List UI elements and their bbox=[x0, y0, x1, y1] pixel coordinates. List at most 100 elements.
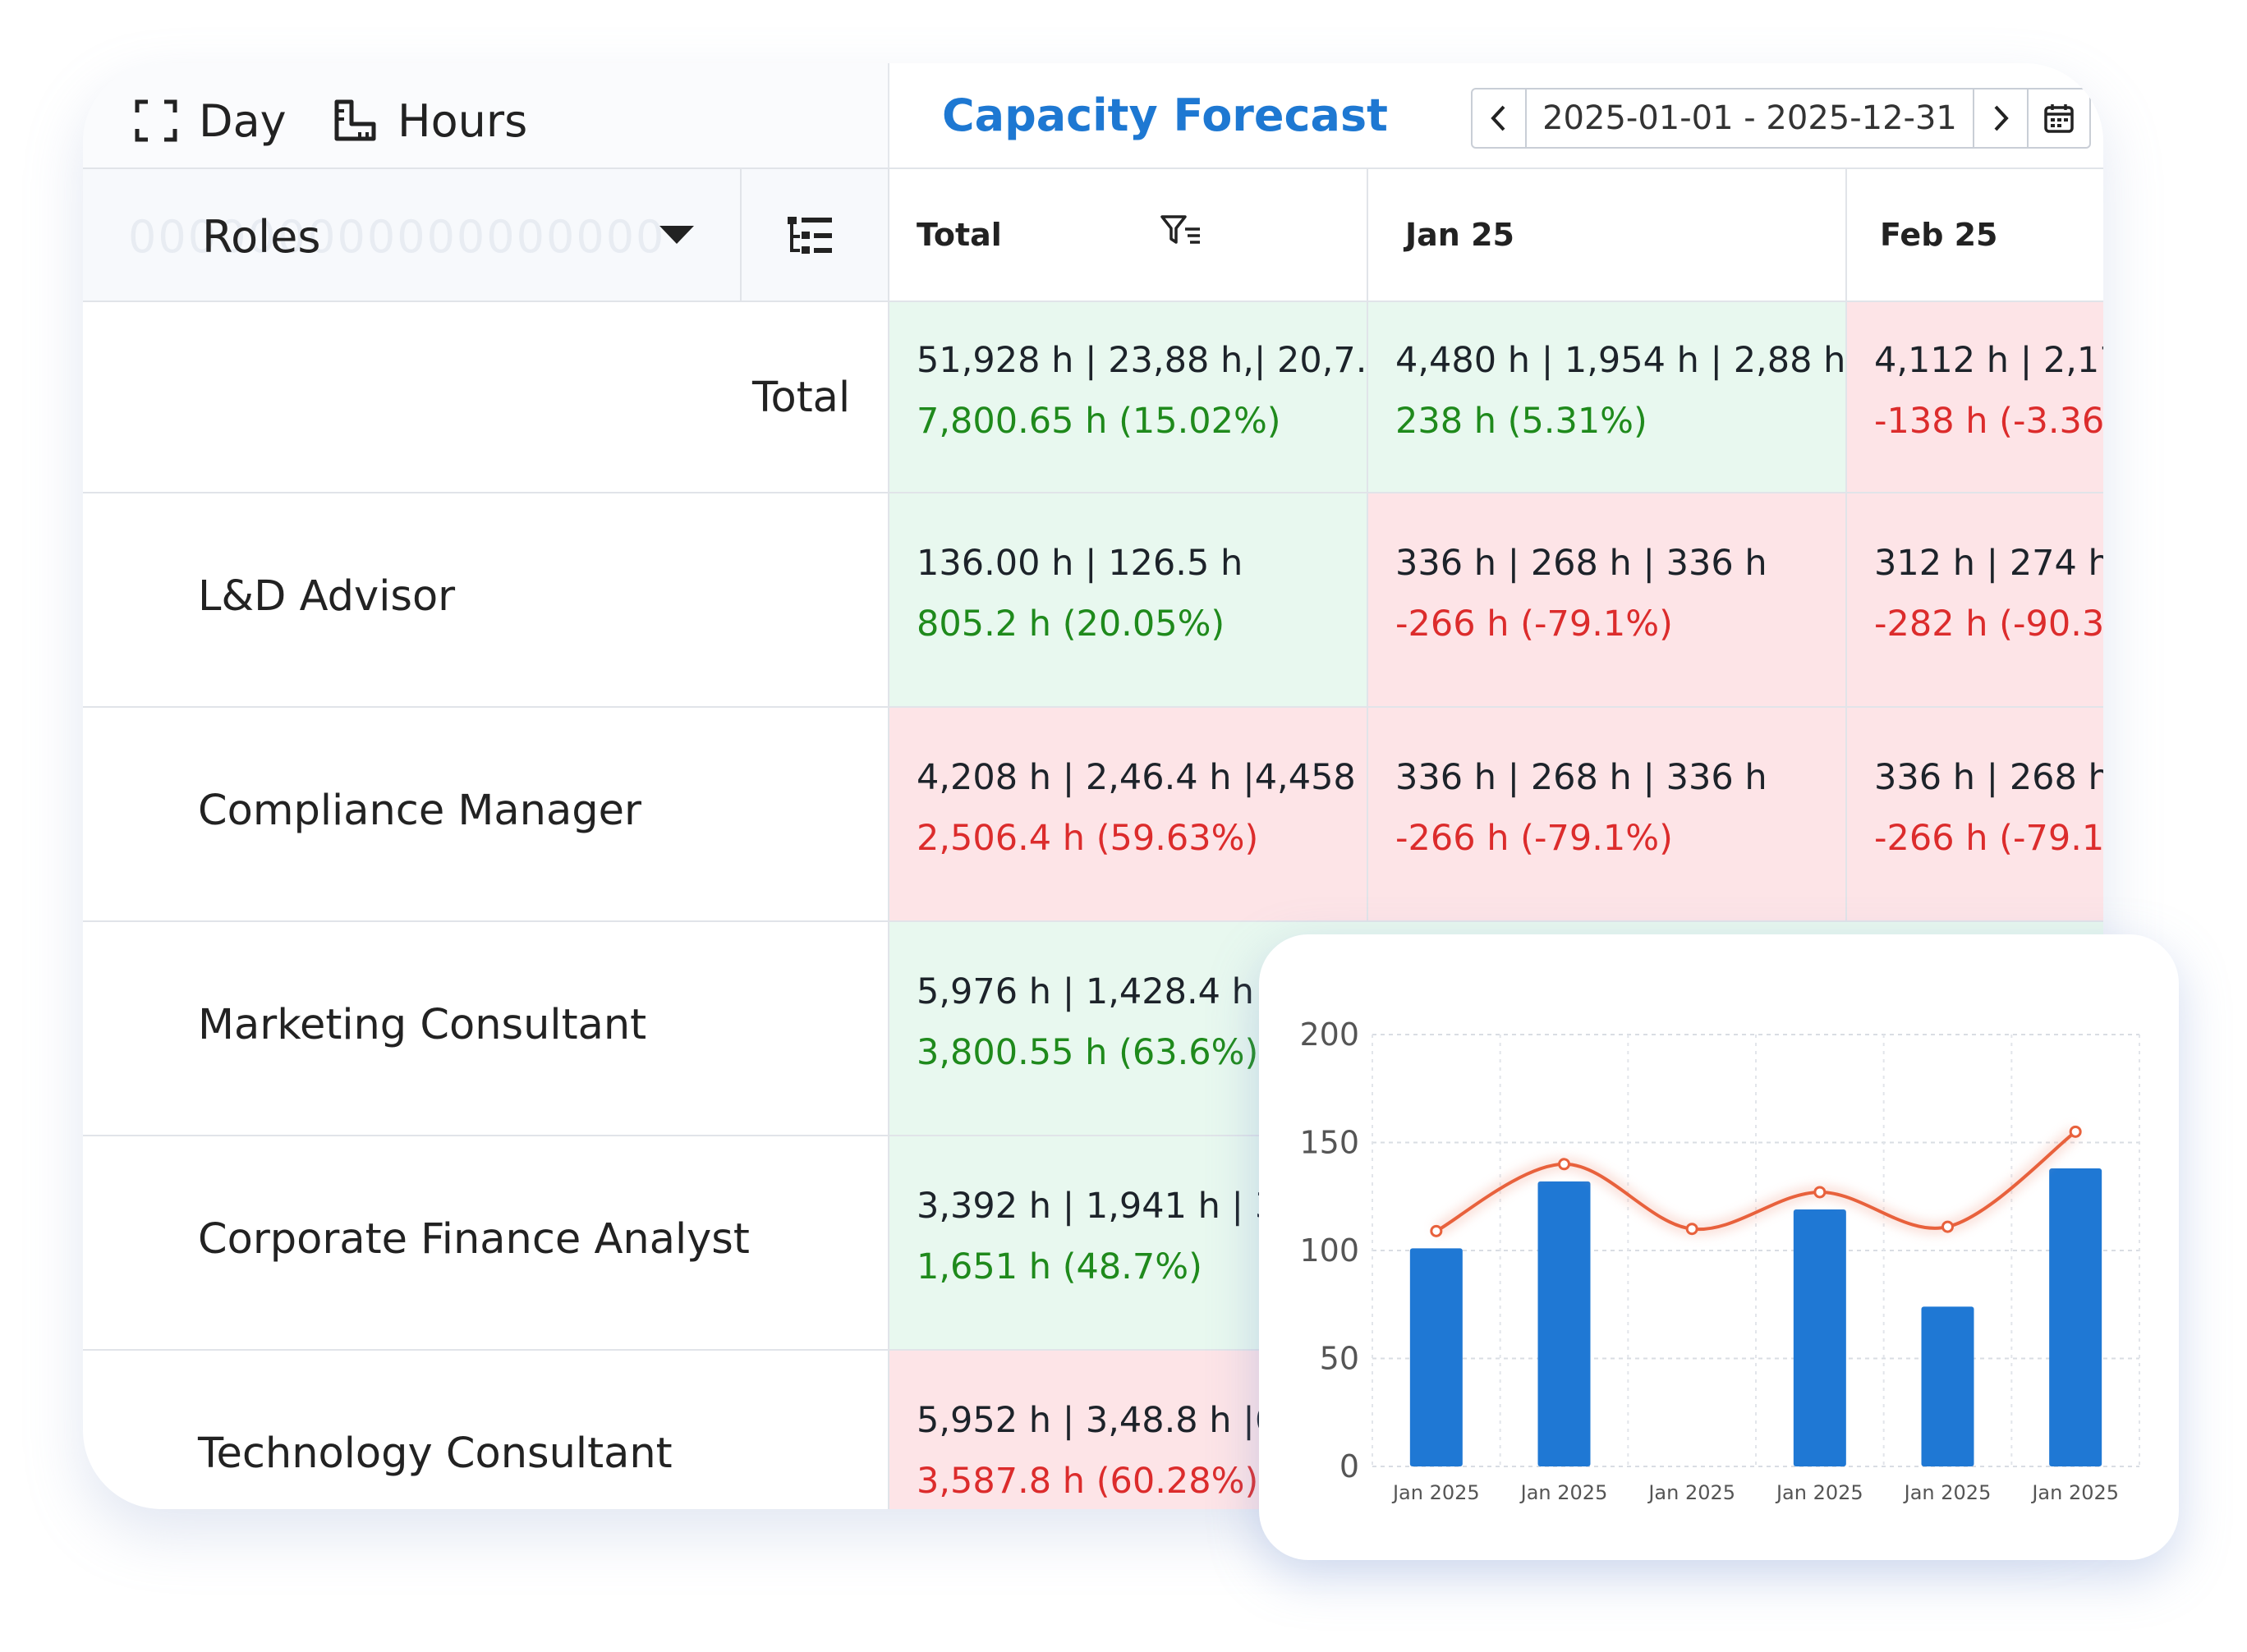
cell-variance: -266 h (-79.1%) bbox=[1395, 603, 1673, 645]
line-point bbox=[1813, 1186, 1827, 1199]
calendar-button[interactable] bbox=[2027, 89, 2089, 147]
row-label: Marketing Consultant bbox=[198, 1001, 647, 1049]
x-tick-label: Jan 2025 bbox=[1775, 1481, 1863, 1504]
column-header-total: Total bbox=[889, 169, 1367, 301]
column-divider bbox=[1845, 168, 1847, 920]
expand-icon bbox=[135, 99, 177, 142]
y-tick-label: 200 bbox=[1299, 1016, 1359, 1053]
cell-values: 4,480 h | 1,954 h | 2,88 h bbox=[1395, 340, 1846, 381]
x-tick-label: Jan 2025 bbox=[2030, 1481, 2119, 1504]
capacity-forecast-panel: Day Hours Capacity Forecast 2025-01-01 -… bbox=[83, 63, 2103, 1509]
column-divider bbox=[1367, 168, 1368, 920]
capacity-chart: 0 50 100 150 200 Jan 2025 Jan 2025 Jan 2025 Jan … bbox=[1299, 1016, 2140, 1504]
cell-values: 51,928 h | 23,88 h,| 20,7.6 h bbox=[917, 340, 1423, 381]
page-title: Capacity Forecast bbox=[942, 89, 1388, 141]
cell-variance: -282 h (-90.3% bbox=[1874, 603, 2103, 645]
row-divider bbox=[83, 1349, 2103, 1351]
caret-down-icon bbox=[659, 226, 694, 244]
row-label: Technology Consultant bbox=[198, 1429, 673, 1478]
date-range-picker[interactable]: 2025-01-01 - 2025-12-31 bbox=[1471, 88, 2091, 149]
cell-variance: -266 h (-79.1%) bbox=[1395, 818, 1673, 859]
cell-values: 5,952 h | 3,48.8 h |6,2 bbox=[917, 1400, 1312, 1441]
row-divider bbox=[83, 492, 2103, 493]
roles-dropdown-caret[interactable] bbox=[658, 223, 696, 250]
column-filter-button[interactable] bbox=[1160, 214, 1202, 250]
grid-cell[interactable]: 336 h | 268 h | 336 h -266 h (-79.1%) bbox=[1368, 493, 1846, 706]
x-tick-label: Jan 2025 bbox=[1903, 1481, 1992, 1504]
grid-cell[interactable]: 4,480 h | 1,954 h | 2,88 h 238 h (5.31%) bbox=[1368, 302, 1846, 492]
cell-values: 336 h | 268 h | 336 h bbox=[1395, 543, 1767, 584]
cell-values: 136.00 h | 126.5 h bbox=[917, 543, 1243, 584]
cell-variance: 7,800.65 h (15.02%) bbox=[917, 401, 1281, 442]
column-header-jan: Jan 25 bbox=[1368, 169, 1846, 301]
chevron-left-icon bbox=[1491, 105, 1505, 131]
tree-view-button[interactable] bbox=[785, 213, 834, 261]
tree-list-icon bbox=[788, 217, 832, 254]
y-tick-label: 50 bbox=[1320, 1341, 1359, 1377]
hours-toggle-button[interactable]: Hours bbox=[333, 86, 527, 155]
grid-cell[interactable]: 336 h | 268 h | -266 h (-79.1% bbox=[1847, 708, 2103, 920]
line-series bbox=[1435, 1130, 2077, 1233]
next-period-button[interactable] bbox=[1973, 89, 2027, 147]
roles-column-divider bbox=[888, 168, 889, 1509]
cell-values: 336 h | 268 h | bbox=[1874, 757, 2103, 798]
header-divider bbox=[83, 167, 2103, 169]
x-tick-label: Jan 2025 bbox=[1391, 1481, 1480, 1504]
calendar-icon bbox=[2044, 104, 2074, 133]
previous-period-button[interactable] bbox=[1473, 89, 1527, 147]
line-series-glow bbox=[1433, 1127, 2079, 1237]
view-toolbar bbox=[83, 63, 888, 168]
x-tick-label: Jan 2025 bbox=[1519, 1481, 1608, 1504]
grid-cell[interactable]: 336 h | 268 h | 336 h -266 h (-79.1%) bbox=[1368, 708, 1846, 920]
cell-values: 4,208 h | 2,46.4 h |4,458 h bbox=[917, 757, 1390, 798]
filter-icon bbox=[1160, 215, 1200, 244]
day-toggle-button[interactable]: Day bbox=[135, 86, 287, 155]
day-label: Day bbox=[199, 94, 287, 147]
line-point bbox=[1430, 1224, 1443, 1237]
cell-variance: 805.2 h (20.05%) bbox=[917, 603, 1225, 645]
ruler-icon bbox=[334, 99, 376, 141]
roles-header bbox=[83, 169, 888, 301]
bar bbox=[1921, 1306, 1974, 1466]
line-point bbox=[1685, 1223, 1698, 1236]
row-label: Corporate Finance Analyst bbox=[198, 1215, 750, 1264]
header-bottom-divider bbox=[83, 301, 2103, 302]
grid-cell[interactable]: 312 h | 274 h | -282 h (-90.3% bbox=[1847, 493, 2103, 706]
row-label: L&D Advisor bbox=[198, 572, 456, 621]
grid-cell[interactable]: 4,112 h | 2,170 -138 h (-3.36% bbox=[1847, 302, 2103, 492]
roles-ghost-text: 000000000000000000 bbox=[128, 211, 666, 263]
grid-cell[interactable]: 51,928 h | 23,88 h,| 20,7.6 h 7,800.65 h… bbox=[889, 302, 1423, 492]
column-header-label: Feb 25 bbox=[1880, 217, 1998, 253]
cell-variance: 1,651 h (48.7%) bbox=[917, 1246, 1202, 1287]
bar bbox=[1409, 1248, 1463, 1466]
y-tick-label: 150 bbox=[1299, 1125, 1359, 1161]
row-label: Compliance Manager bbox=[198, 787, 641, 835]
column-header-label: Total bbox=[917, 217, 1002, 253]
bar bbox=[1537, 1181, 1591, 1466]
bar bbox=[2049, 1168, 2102, 1466]
roles-header-divider bbox=[740, 169, 742, 301]
cell-values: 312 h | 274 h | bbox=[1874, 543, 2103, 584]
cell-variance: 3,587.8 h (60.28%) bbox=[917, 1461, 1259, 1502]
cell-values: 3,392 h | 1,941 h | 360 bbox=[917, 1186, 1322, 1227]
row-divider bbox=[83, 1135, 2103, 1136]
y-tick-label: 100 bbox=[1299, 1232, 1359, 1269]
grid-cell[interactable]: 4,208 h | 2,46.4 h |4,458 h 2,506.4 h (5… bbox=[889, 708, 1390, 920]
grid-cell[interactable]: 136.00 h | 126.5 h 805.2 h (20.05%) bbox=[889, 493, 1367, 706]
roles-dropdown[interactable]: Roles bbox=[202, 211, 321, 263]
cell-variance: 2,506.4 h (59.63%) bbox=[917, 818, 1259, 859]
row-divider bbox=[83, 920, 2103, 922]
cell-values: 336 h | 268 h | 336 h bbox=[1395, 757, 1767, 798]
cell-values: 5,976 h | 1,428.4 h |74 bbox=[917, 971, 1322, 1012]
y-tick-label: 0 bbox=[1339, 1448, 1359, 1485]
cell-variance: 3,800.55 h (63.6%) bbox=[917, 1032, 1259, 1073]
column-header-label: Jan 25 bbox=[1405, 217, 1514, 253]
cell-variance: -266 h (-79.1% bbox=[1874, 818, 2103, 859]
cell-variance: 238 h (5.31%) bbox=[1395, 401, 1647, 442]
column-header-feb: Feb 25 bbox=[1847, 169, 2103, 301]
cell-values: 4,112 h | 2,170 bbox=[1874, 340, 2103, 381]
bar bbox=[1793, 1209, 1846, 1466]
line-point bbox=[1558, 1158, 1570, 1171]
cell-variance: -138 h (-3.36% bbox=[1874, 401, 2103, 442]
row-divider bbox=[83, 706, 2103, 708]
